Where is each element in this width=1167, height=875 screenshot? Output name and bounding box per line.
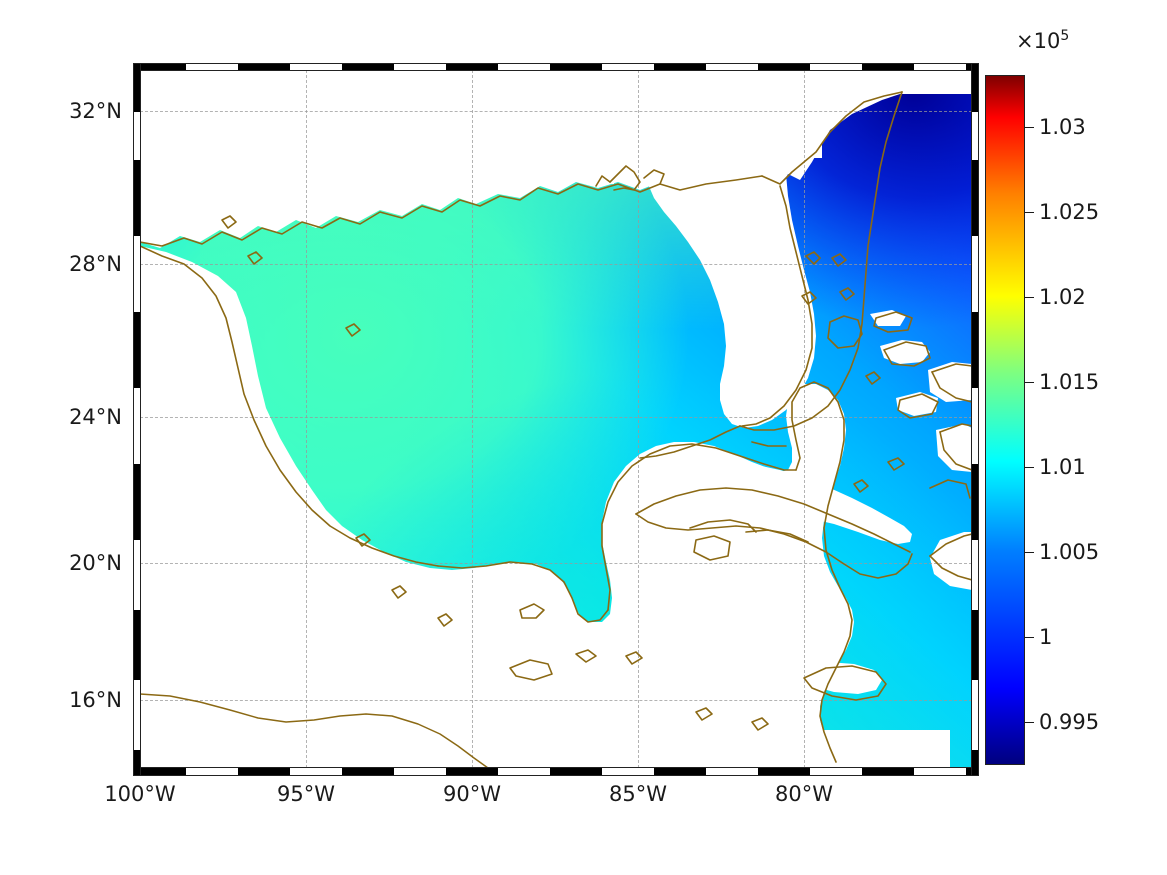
colorbar-exponent-label: ×105 <box>1016 28 1069 53</box>
colorbar-tick-2 <box>1025 297 1034 298</box>
ytick-label-3: 20°N <box>69 551 122 575</box>
xtick-label-0: 100°W <box>104 782 176 806</box>
ytick-label-1: 28°N <box>69 252 122 276</box>
colorbar-label-3: 1.015 <box>1039 370 1100 394</box>
colorbar-label-0: 1.03 <box>1039 115 1086 139</box>
colorbar-tick-6 <box>1025 637 1034 638</box>
colorbar-tick-0 <box>1025 127 1034 128</box>
colorbar-tick-1 <box>1025 212 1034 213</box>
xtick-label-3: 85°W <box>609 782 667 806</box>
map-border-left <box>133 63 141 776</box>
map-border-bottom <box>133 767 979 776</box>
colorbar-tick-3 <box>1025 382 1034 383</box>
colorbar-label-5: 1.005 <box>1039 540 1100 564</box>
colorbar-label-6: 1 <box>1039 625 1053 649</box>
xtick-label-4: 80°W <box>775 782 833 806</box>
map-axes[interactable] <box>140 70 972 768</box>
colorbar-label-4: 1.01 <box>1039 455 1086 479</box>
map-border-top <box>133 63 979 71</box>
colorbar-tick-5 <box>1025 552 1034 553</box>
ytick-label-0: 32°N <box>69 99 122 123</box>
ytick-label-4: 16°N <box>69 688 122 712</box>
pressure-field-raster <box>140 70 972 768</box>
xtick-label-1: 95°W <box>277 782 335 806</box>
colorbar-tick-7 <box>1025 722 1034 723</box>
colorbar-label-1: 1.025 <box>1039 200 1100 224</box>
ytick-label-2: 24°N <box>69 405 122 429</box>
colorbar-exponent-power: 5 <box>1060 28 1070 44</box>
map-border-right <box>971 63 979 776</box>
colorbar-label-2: 1.02 <box>1039 285 1086 309</box>
colorbar-gradient <box>985 75 1025 765</box>
xtick-label-2: 90°W <box>443 782 501 806</box>
colorbar-label-7: 0.995 <box>1039 710 1100 734</box>
colorbar[interactable]: 1.03 1.025 1.02 1.015 1.01 1.005 1 0.995 <box>985 75 1099 765</box>
colorbar-tick-4 <box>1025 467 1034 468</box>
colorbar-exponent-base: ×10 <box>1016 29 1061 53</box>
